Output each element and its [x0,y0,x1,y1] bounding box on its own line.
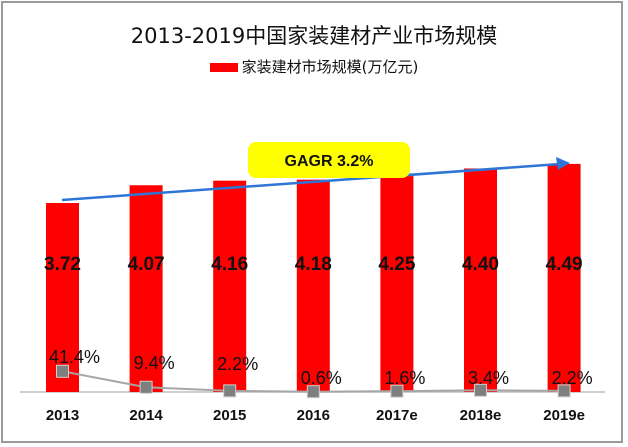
chart-title: 2013-2019中国家装建材产业市场规模 [130,24,498,48]
growth-marker [306,385,320,399]
x-tick-label: 2019e [543,407,585,424]
bar-data-label: 3.72 [44,254,81,275]
x-tick-label: 2015 [213,407,246,424]
growth-data-label: 1.6% [384,368,425,388]
bar [464,168,497,392]
bar [547,163,581,392]
bar [296,179,330,392]
growth-data-label: 0.6% [301,368,342,388]
x-tick-label: 2013 [46,407,79,424]
x-tick-label: 2016 [297,407,330,424]
bar-data-label: 4.07 [128,254,165,275]
growth-data-label: 2.2% [552,368,593,388]
growth-marker [474,383,487,397]
bar [46,203,79,392]
bar-data-label: 4.49 [546,254,583,275]
growth-data-label: 41.4% [49,347,100,367]
growth-marker [557,384,571,398]
growth-marker [56,364,69,378]
growth-marker [139,380,153,394]
cagr-box [248,142,410,178]
bar-data-label: 4.25 [378,254,415,275]
bar-data-label: 4.16 [211,254,248,275]
bar [213,180,247,392]
bar-data-label: 4.40 [462,254,499,275]
x-tick-label: 2014 [129,407,163,424]
bar [380,176,414,392]
legend-label: 家装建材市场规模(万亿元) [241,58,419,76]
growth-data-label: 3.4% [468,368,509,388]
cagr-label: GAGR 3.2% [285,153,374,170]
cagr-arrow-head [556,157,570,170]
growth-marker [223,384,237,398]
growth-marker [390,384,404,398]
x-tick-label: 2017e [376,407,418,424]
bar [129,185,163,392]
growth-data-label: 2.2% [217,354,258,374]
bar-data-label: 4.18 [295,254,332,275]
legend-swatch [209,63,238,72]
legend: 家装建材市场规模(万亿元) [0,56,628,77]
growth-data-label: 9.4% [134,353,175,373]
chart-frame [1,1,623,443]
x-tick-label: 2018e [460,407,502,424]
cagr-arrow [61,162,561,202]
